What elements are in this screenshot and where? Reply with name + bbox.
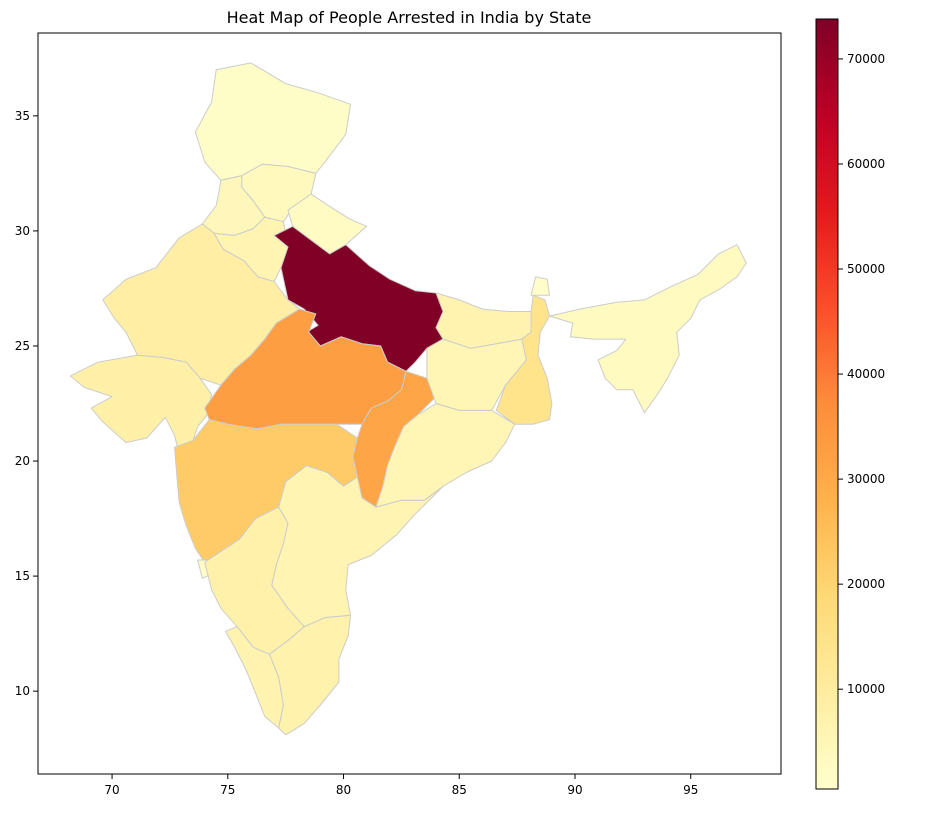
map-layer (69, 62, 747, 736)
colorbar-tick-label: 60000 (847, 157, 885, 171)
y-tick-label: 10 (15, 684, 30, 698)
x-tick-label: 70 (104, 783, 119, 797)
y-tick-label: 30 (15, 224, 30, 238)
region-sikkim (530, 276, 550, 296)
plot-frame (37, 32, 782, 775)
region-west-bengal (495, 294, 553, 425)
region-north-east (549, 244, 747, 414)
x-tick-label: 80 (336, 783, 351, 797)
x-axis: 70 75 80 85 90 95 (104, 774, 698, 797)
x-tick-label: 95 (683, 783, 698, 797)
colorbar-tick-label: 30000 (847, 472, 885, 486)
colorbar-tick-label: 20000 (847, 577, 885, 591)
y-tick-label: 25 (15, 339, 30, 353)
y-tick-label: 35 (15, 109, 30, 123)
region-odisha (375, 403, 516, 508)
y-tick-label: 20 (15, 454, 30, 468)
x-tick-label: 75 (220, 783, 235, 797)
chart-title: Heat Map of People Arrested in India by … (227, 8, 592, 27)
y-axis: 10 15 20 25 30 35 (15, 109, 38, 698)
colorbar (815, 18, 839, 790)
y-tick-label: 15 (15, 569, 30, 583)
colorbar-ticks: 10000 20000 30000 40000 50000 60000 70000 (838, 52, 885, 696)
colorbar-tick-label: 10000 (847, 682, 885, 696)
colorbar-tick-label: 40000 (847, 367, 885, 381)
colorbar-tick-label: 70000 (847, 52, 885, 66)
x-tick-label: 85 (452, 783, 467, 797)
region-andhra-telangana (271, 465, 444, 628)
colorbar-tick-label: 50000 (847, 262, 885, 276)
x-tick-label: 90 (567, 783, 582, 797)
